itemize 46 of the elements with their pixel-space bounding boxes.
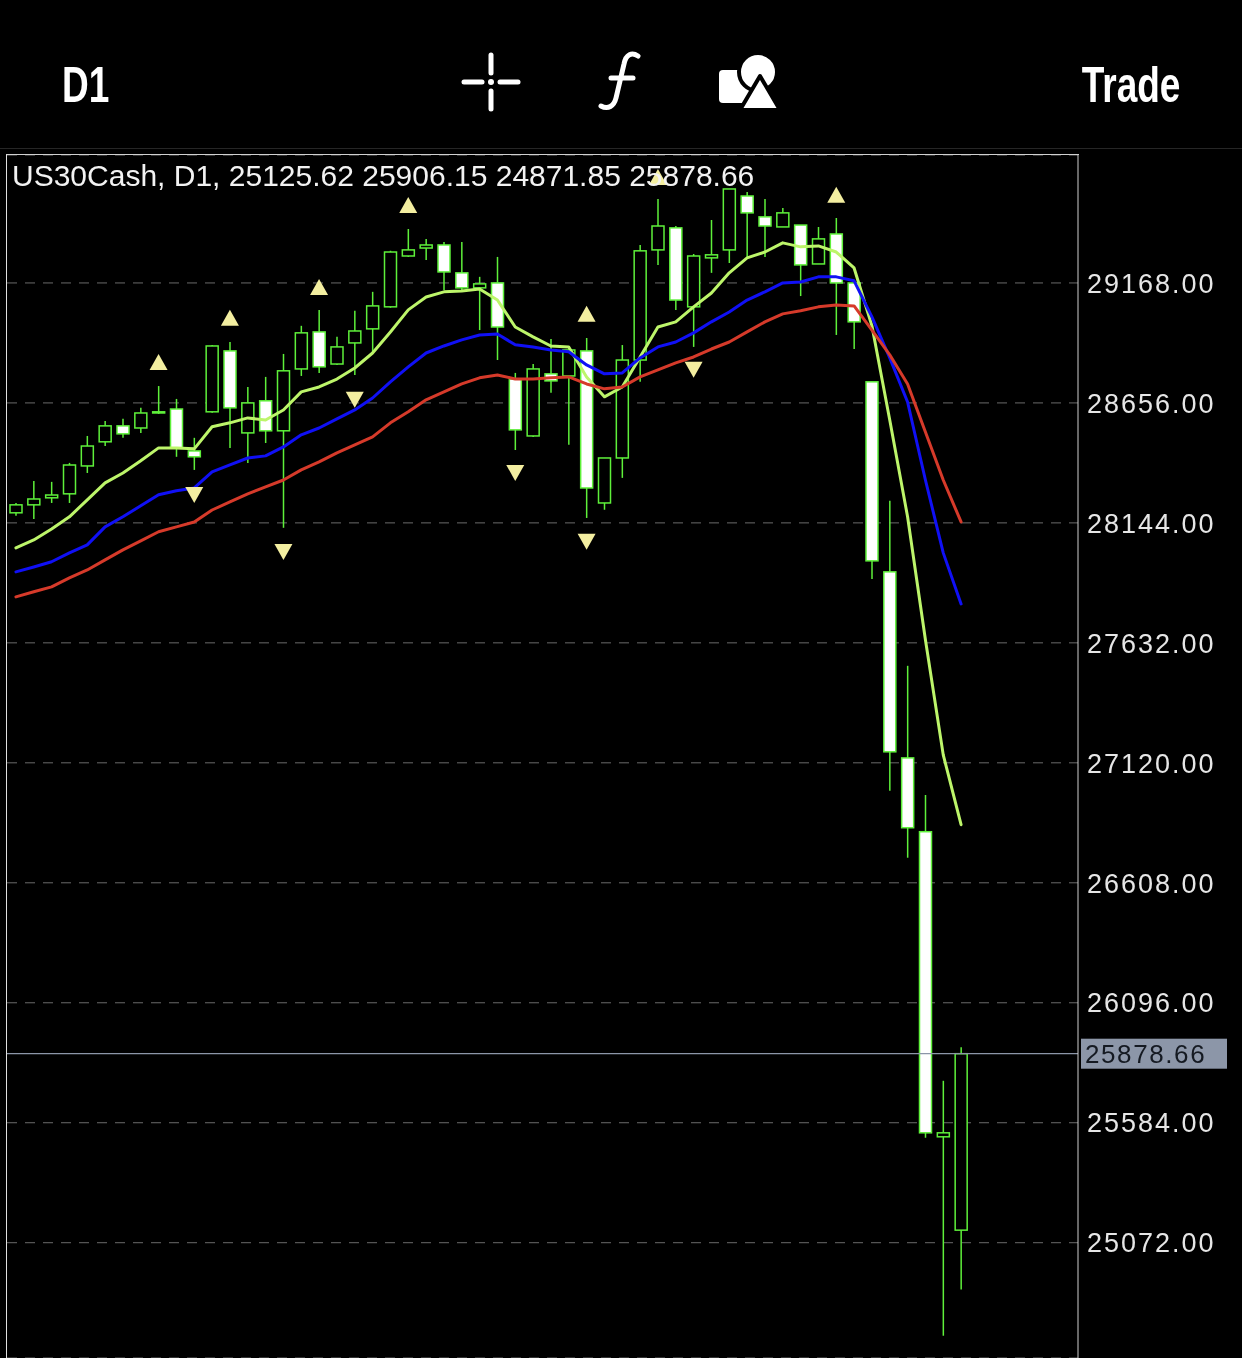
candlestick bbox=[27, 480, 41, 520]
candlestick bbox=[472, 276, 487, 331]
candlestick bbox=[758, 198, 772, 258]
point bbox=[345, 391, 364, 408]
point bbox=[185, 487, 204, 503]
point bbox=[274, 543, 293, 560]
point bbox=[399, 196, 418, 213]
y-tick-label: 26608.00 bbox=[1087, 868, 1216, 899]
point bbox=[577, 305, 596, 322]
candlestick bbox=[187, 437, 202, 471]
point bbox=[827, 186, 846, 203]
text: Trade bbox=[1081, 57, 1180, 113]
candlestick bbox=[116, 418, 130, 439]
y-tick-label: 26096.00 bbox=[1087, 988, 1216, 1019]
point bbox=[577, 533, 596, 550]
candlestick bbox=[80, 435, 95, 474]
point bbox=[506, 464, 525, 481]
candlestick bbox=[134, 407, 148, 434]
y-tick-label: 28656.00 bbox=[1087, 388, 1216, 419]
point bbox=[684, 361, 703, 378]
point bbox=[220, 309, 239, 326]
point bbox=[310, 278, 329, 295]
y-tick-label: 27120.00 bbox=[1087, 748, 1216, 779]
y-tick-label: 25584.00 bbox=[1087, 1108, 1216, 1139]
line-series bbox=[14, 241, 963, 827]
candlestick bbox=[936, 1080, 951, 1337]
y-tick-label: 27632.00 bbox=[1087, 628, 1216, 659]
candlestick bbox=[419, 238, 433, 261]
candlestick bbox=[401, 228, 416, 258]
candlestick bbox=[98, 420, 112, 447]
y-tick-label: 29168.00 bbox=[1087, 268, 1216, 299]
y-tick-label: 25072.00 bbox=[1087, 1228, 1216, 1259]
candlestick bbox=[740, 191, 754, 258]
y-tick-label: 28144.00 bbox=[1087, 508, 1216, 539]
candlestick bbox=[330, 336, 344, 366]
candlestick bbox=[365, 291, 380, 354]
text: D1 bbox=[62, 57, 110, 113]
candlestick bbox=[348, 310, 362, 376]
candlestick bbox=[455, 241, 469, 291]
candlestick bbox=[151, 385, 166, 415]
candlestick bbox=[776, 207, 790, 228]
point bbox=[149, 353, 168, 370]
candlestick bbox=[704, 219, 719, 274]
ref-line-label: 25878.66 bbox=[1085, 1039, 1207, 1070]
candlestick bbox=[44, 481, 59, 504]
candlestick bbox=[651, 198, 665, 266]
